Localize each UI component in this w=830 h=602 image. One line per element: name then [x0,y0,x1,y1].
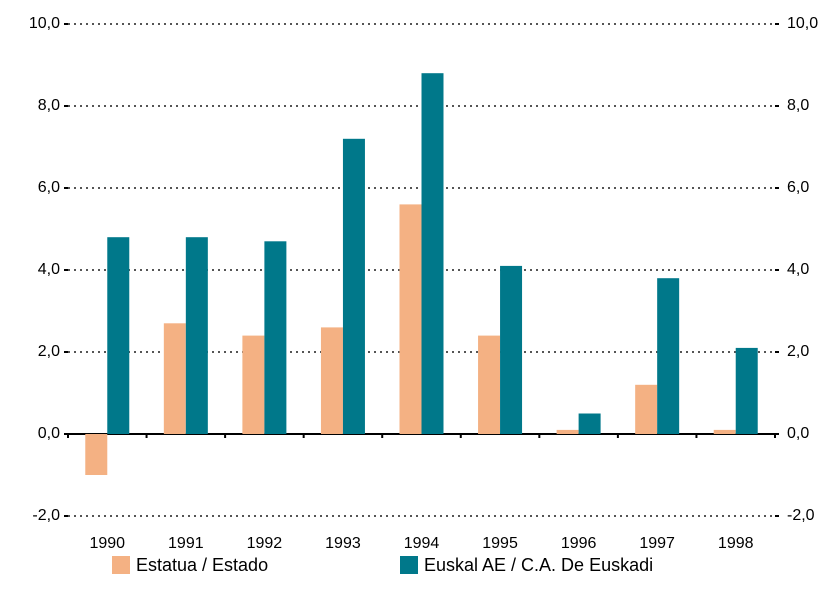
bar [500,265,523,434]
legend-label: Euskal AE / C.A. De Euskadi [424,555,653,575]
bar [556,429,579,434]
legend-swatch [400,556,418,574]
x-tick-label: 1996 [561,535,597,552]
y-tick-label: 4,0 [38,261,60,278]
bar [578,413,601,434]
x-tick-label: 1991 [168,535,204,552]
bar [163,323,186,434]
bar [635,384,658,434]
bar [320,327,343,434]
y-tick-label: 2,0 [38,343,60,360]
bar [242,335,265,434]
y-tick-label: 10,0 [29,15,60,32]
y2-tick-label: 8,0 [787,97,809,114]
y2-tick-label: -2,0 [787,507,815,524]
bar [478,335,501,434]
y-tick-label: -2,0 [32,507,60,524]
y2-tick-label: 2,0 [787,343,809,360]
x-tick-label: 1997 [639,535,675,552]
bar [85,434,108,475]
y-tick-label: 6,0 [38,179,60,196]
y-tick-label: 0,0 [38,425,60,442]
y2-tick-label: 6,0 [787,179,809,196]
bar [264,241,287,434]
x-tick-label: 1995 [482,535,518,552]
y-tick-label: 8,0 [38,97,60,114]
bar [657,278,680,434]
y2-tick-label: 10,0 [787,15,818,32]
x-tick-label: 1992 [247,535,283,552]
bar [399,204,422,434]
x-tick-label: 1994 [404,535,440,552]
bar [342,138,365,435]
legend-swatch [112,556,130,574]
x-tick-label: 1990 [89,535,125,552]
y2-tick-label: 0,0 [787,425,809,442]
bar [421,73,444,434]
bar [185,237,208,434]
x-tick-label: 1998 [718,535,754,552]
bar [713,429,736,434]
x-tick-label: 1993 [325,535,361,552]
y2-tick-label: 4,0 [787,261,809,278]
bar [735,347,758,434]
bar [107,237,130,434]
legend-label: Estatua / Estado [136,555,268,575]
